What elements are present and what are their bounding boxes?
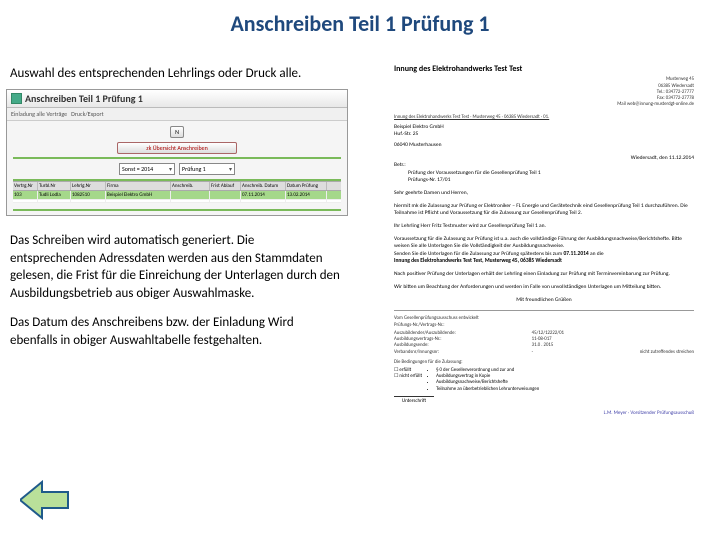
doc-sender-line: Innung des Elektrohandwerks Test Test · … — [394, 114, 694, 120]
button-overview[interactable]: zk Übersicht Anschreiben — [117, 142, 237, 154]
doc-address: Musterweg 4506385 Wiedersadt Tel.: 03477… — [394, 76, 694, 107]
doc-recipient: Beispiel Elektro GmbH Huf.-Str. 25 06040… — [394, 124, 694, 149]
table-row — [13, 200, 341, 203]
left-column: Auswahl des entsprechenden Lehrlings ode… — [0, 60, 350, 355]
paragraph-2: Das Datum des Anschreibens bzw. der Einl… — [0, 308, 350, 355]
document-preview: Innung des Elektrohandwerks Test Test Mu… — [388, 60, 700, 528]
chevron-down-icon: ▾ — [229, 165, 232, 173]
table-row[interactable]: 103Tudli Lodla 1082510Beispiel Elektro G… — [13, 191, 341, 200]
app-toolbar: Einladung alle Verträge Druck/Export — [7, 108, 347, 121]
doc-p2: Ihr Lehrling Herr Fritz Testmuster wird … — [394, 223, 694, 230]
doc-conditions-h: Die Bedingungen für die Zulassung: — [394, 359, 694, 365]
doc-p3: Voraussetzung für die Zulassung zur Prüf… — [394, 236, 694, 265]
button-n[interactable]: N — [170, 126, 184, 138]
chevron-down-icon: ▾ — [169, 165, 172, 173]
doc-p5: Wir bitten um Beachtung der Anforderunge… — [394, 284, 694, 291]
app-window: Anschreiben Teil 1 Prüfung 1 Einladung a… — [6, 89, 348, 216]
doc-subject: Betr.: Prüfung der Voraussetzungen für d… — [394, 162, 694, 183]
doc-signature-row: Unterschrift — [394, 396, 694, 405]
doc-p1: hiermit mk die Zulassung zur Prüfung er … — [394, 203, 694, 217]
doc-date: Wiedersadt, den 11.12.2014 — [394, 155, 694, 162]
app-window-title: Anschreiben Teil 1 Prüfung 1 — [25, 92, 143, 105]
table-header: Vertrg.NrTurbl.Nr Lehrlg.NrFirma Anschre… — [13, 181, 341, 191]
app-titlebar: Anschreiben Teil 1 Prüfung 1 — [7, 90, 347, 108]
doc-trainee-block: Auszubildender/Auszubildende: Ausbildung… — [394, 330, 694, 355]
toolbar-label-2: Druck/Export — [71, 110, 103, 118]
app-body: N zk Übersicht Anschreiben Sonst = 2014▾… — [7, 121, 347, 215]
doc-footer: L.M. Meyer · Vorsitzender Prüfungsaussch… — [394, 410, 694, 417]
doc-conditions: ☐ erfüllt ☐ nicht erfüllt § 0 der Gesell… — [394, 367, 694, 392]
combo-semester[interactable]: Sonst = 2014▾ — [119, 163, 175, 175]
doc-closing: Mit freundlichen Grüßen — [394, 297, 694, 304]
combo-exam[interactable]: Prüfung 1▾ — [179, 163, 235, 175]
doc-p4: Nach positiver Prüfung der Unterlagen er… — [394, 271, 694, 278]
doc-sig-sub: Prüfungs-Nr./Vertrags-Nr.: — [394, 322, 694, 328]
paragraph-1: Das Schreiben wird automatisch generiert… — [0, 226, 350, 308]
app-icon — [11, 93, 22, 104]
doc-salutation: Sehr geehrte Damen und Herren, — [394, 190, 694, 197]
doc-org: Innung des Elektrohandwerks Test Test — [394, 64, 694, 74]
toolbar-label-1: Einladung alle Verträge — [11, 110, 67, 118]
back-arrow-icon[interactable] — [20, 480, 70, 520]
subtitle: Auswahl des entsprechenden Lehrlings ode… — [0, 60, 350, 85]
page-title: Anschreiben Teil 1 Prüfung 1 — [0, 0, 720, 43]
